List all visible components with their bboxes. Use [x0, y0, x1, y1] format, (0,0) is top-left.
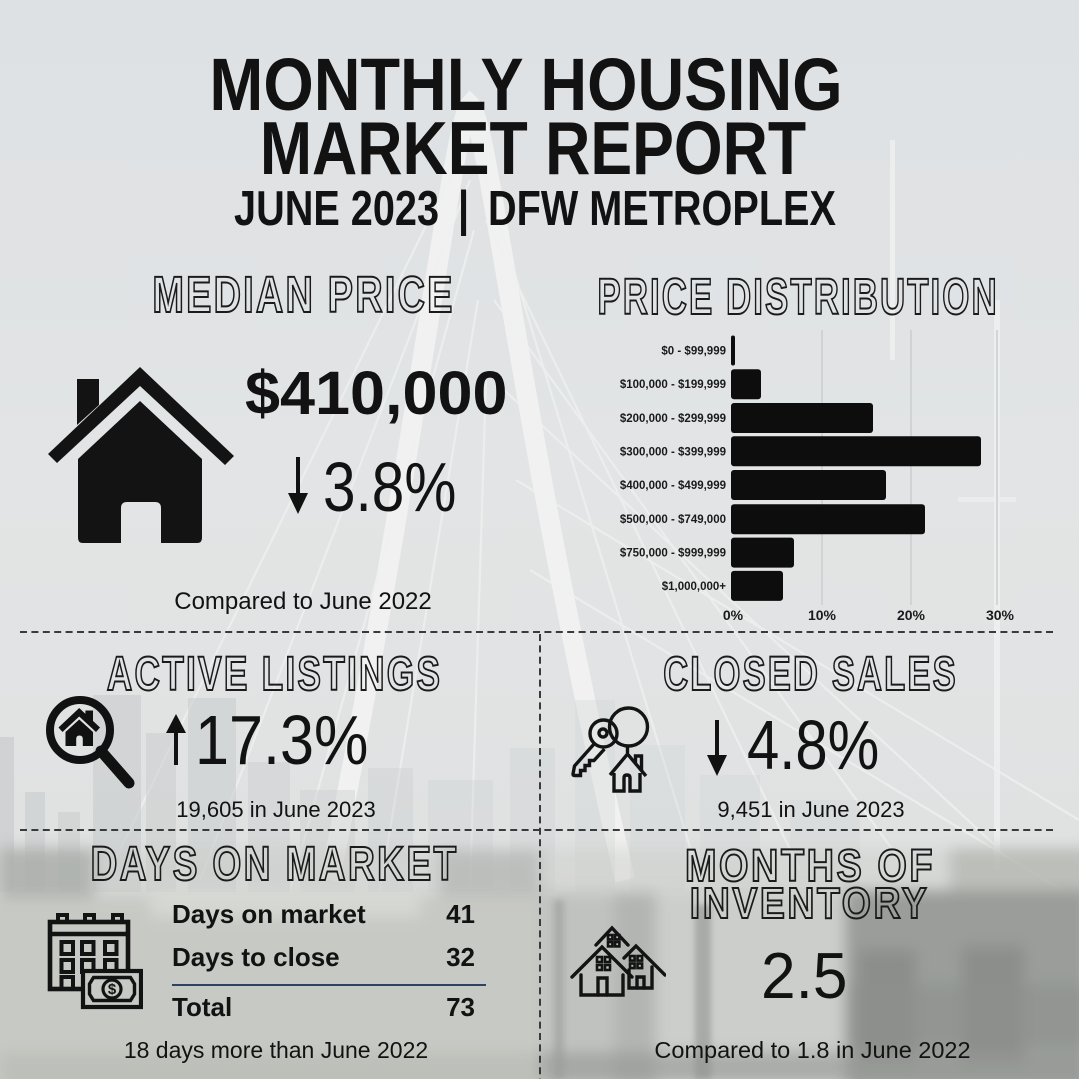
svg-text:20%: 20%: [897, 607, 926, 623]
svg-text:$100,000 - $199,999: $100,000 - $199,999: [620, 379, 726, 391]
svg-text:$0 - $99,999: $0 - $99,999: [661, 346, 726, 358]
svg-text:$: $: [108, 981, 117, 998]
svg-text:$200,000 - $299,999: $200,000 - $299,999: [620, 413, 726, 425]
svg-text:30%: 30%: [986, 607, 1015, 623]
svg-text:$300,000 - $399,999: $300,000 - $399,999: [620, 446, 726, 458]
svg-text:10%: 10%: [808, 607, 837, 623]
svg-text:0%: 0%: [723, 607, 744, 623]
svg-text:$750,000 - $999,999: $750,000 - $999,999: [620, 548, 726, 560]
svg-text:$1,000,000+: $1,000,000+: [662, 581, 727, 593]
svg-text:$400,000 - $499,999: $400,000 - $499,999: [620, 480, 726, 492]
svg-text:$500,000 - $749,000: $500,000 - $749,000: [620, 514, 726, 526]
